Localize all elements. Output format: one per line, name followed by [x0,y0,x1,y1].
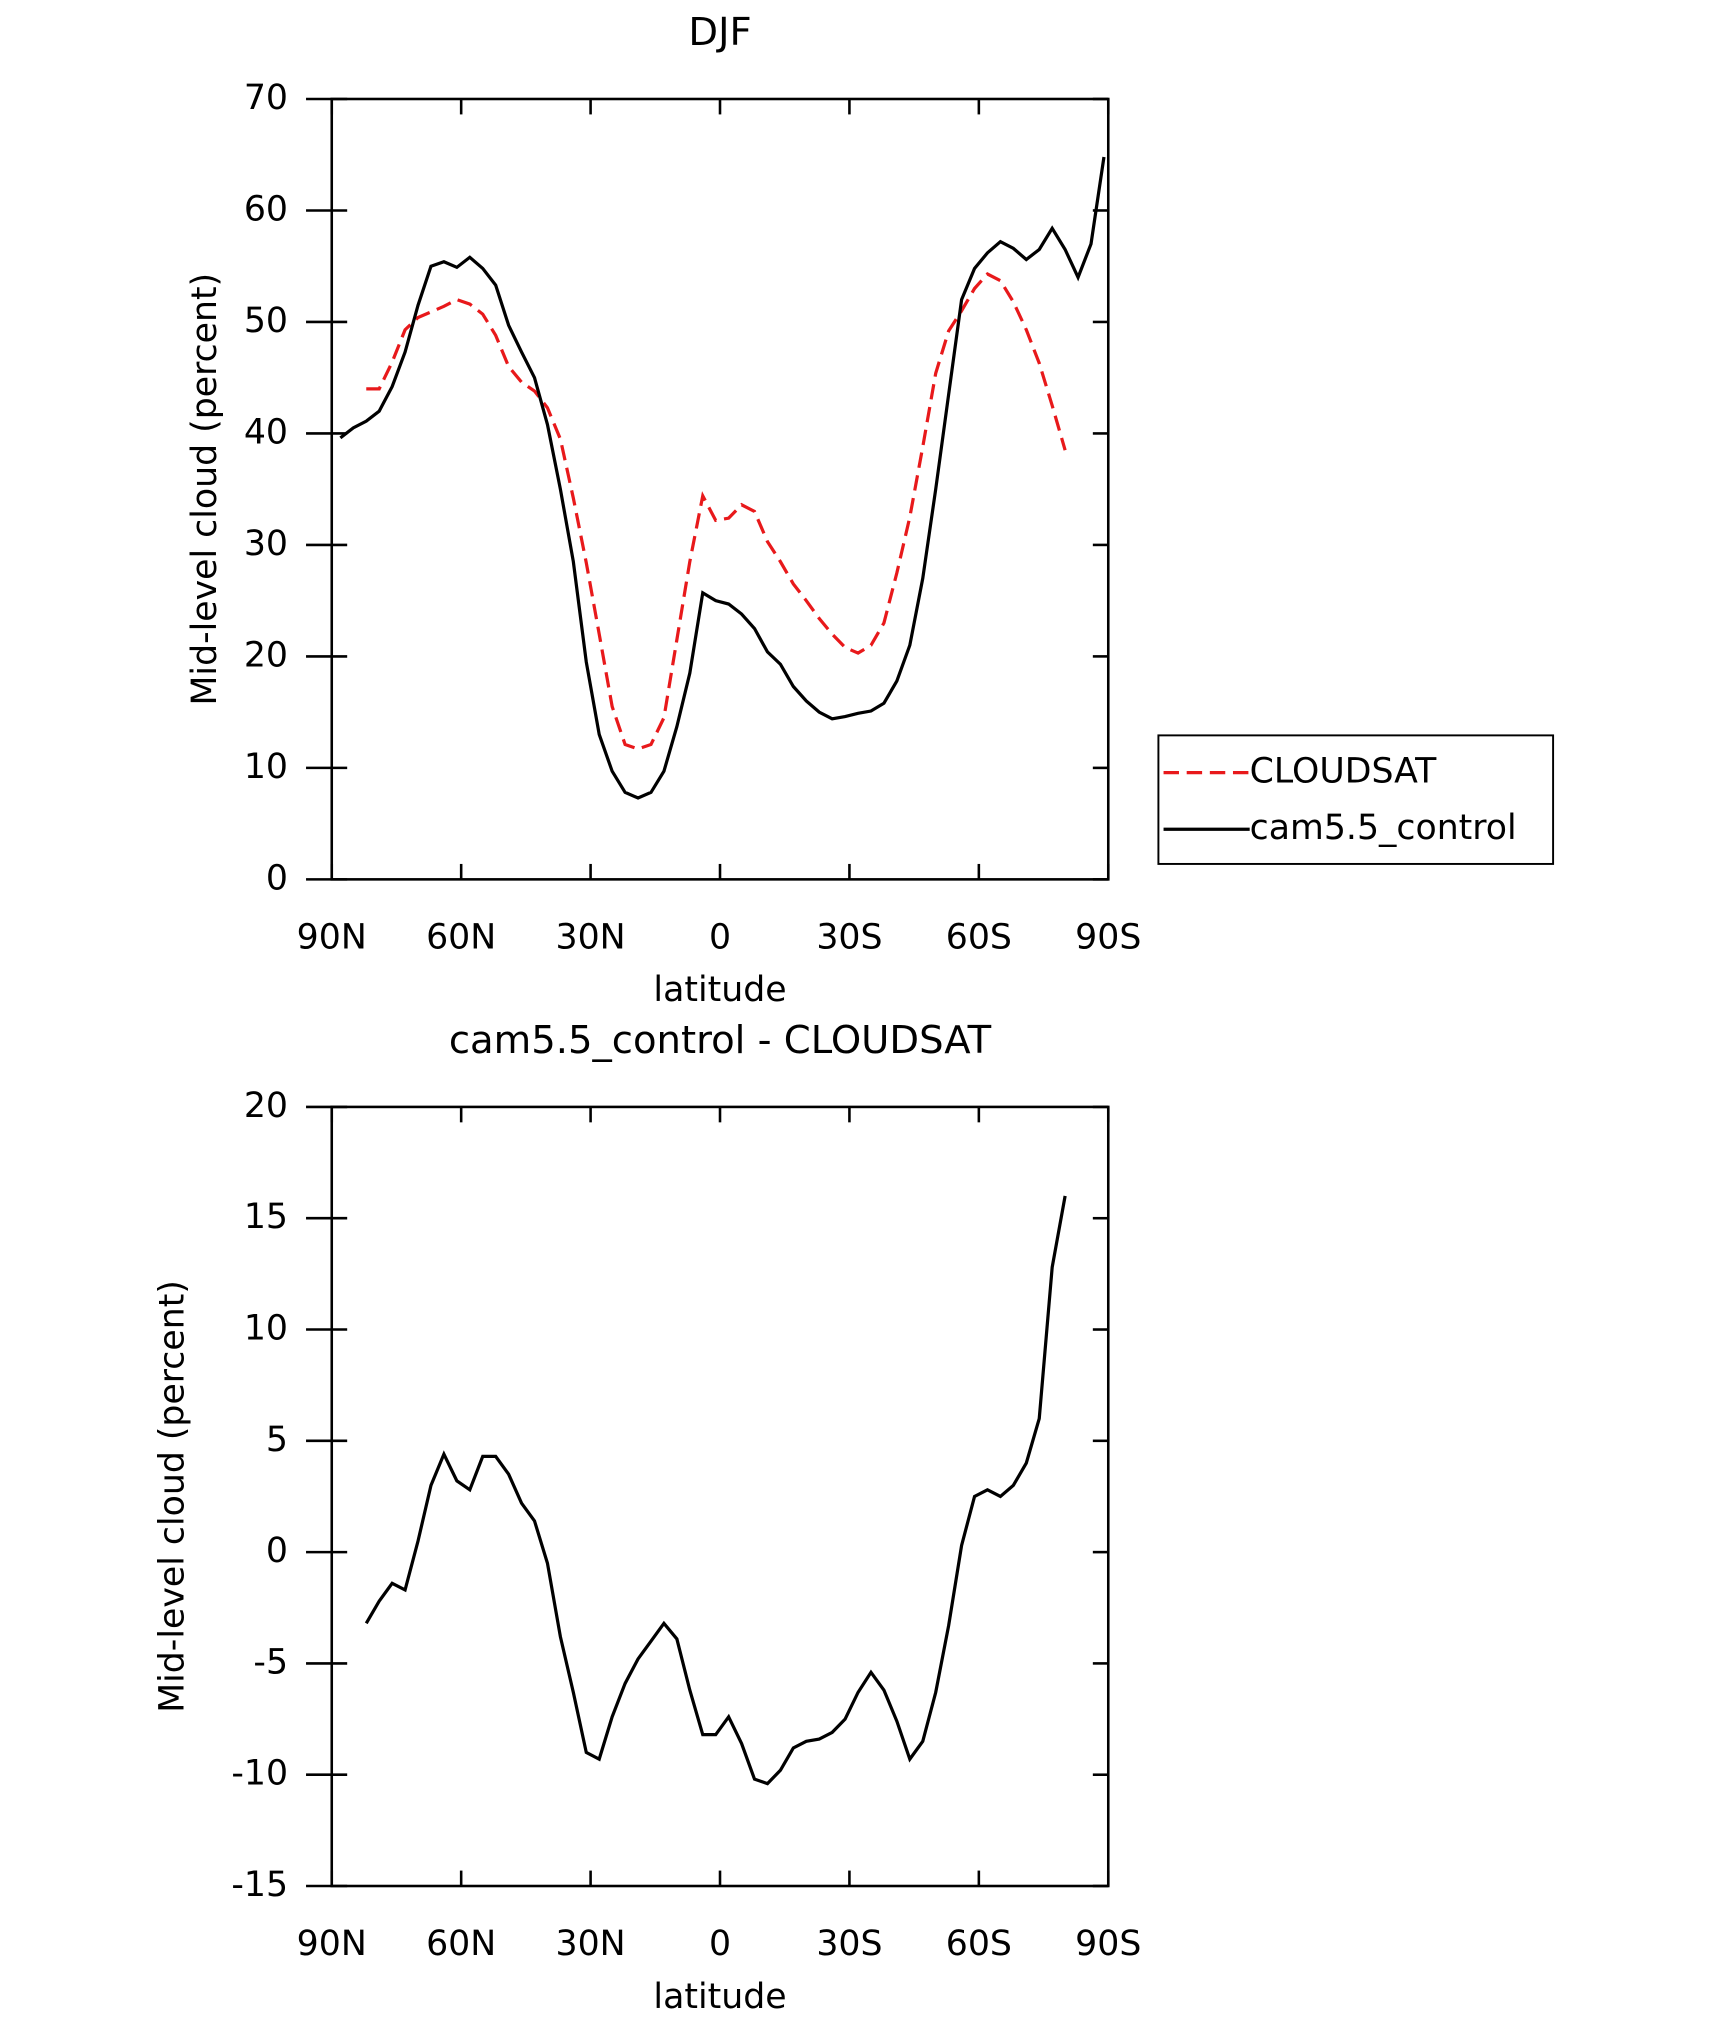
x-tick-label: 90N [297,918,367,958]
legend-label: cam5.5_control [1250,808,1517,848]
x-tick-label: 30S [816,918,882,958]
plot-frame [330,97,1110,881]
y-tick-label: -5 [253,1642,288,1682]
chart-title: DJF [688,10,751,55]
y-tick-label: -15 [231,1865,288,1905]
x-tick-label: 90N [297,1924,367,1964]
x-tick-label: 60N [426,918,496,958]
y-tick-label: 70 [244,78,288,118]
y-tick-label: 0 [266,1531,288,1571]
x-tick-label: 30N [556,918,626,958]
y-tick-label: 5 [266,1420,288,1460]
x-axis-label: latitude [653,1977,786,2017]
x-tick-label: 90S [1075,918,1141,958]
y-axis-label: Mid-level cloud (percent) [185,273,225,706]
y-tick-label: 30 [244,524,288,564]
series-line [366,272,1067,751]
series-line [364,1195,1067,1786]
x-tick-label: 60S [946,1924,1012,1964]
series-line [339,156,1106,800]
y-tick-label: 40 [244,412,288,452]
legend-label: CLOUDSAT [1250,752,1437,792]
x-tick-label: 60N [426,1924,496,1964]
y-axis-label: Mid-level cloud (percent) [153,1280,193,1713]
y-tick-label: 15 [244,1197,288,1237]
y-tick-label: 10 [244,1309,288,1349]
x-tick-label: 30S [816,1924,882,1964]
x-axis-label: latitude [653,970,786,1010]
legend-box [1157,734,1555,865]
plot-frame [330,1105,1110,1888]
x-tick-label: 90S [1075,1924,1141,1964]
y-tick-label: 20 [244,1086,288,1126]
chart-title: cam5.5_control - CLOUDSAT [449,1018,992,1063]
y-tick-label: -10 [231,1754,288,1794]
y-tick-label: 0 [266,858,288,898]
x-tick-label: 0 [709,918,731,958]
y-tick-label: 50 [244,301,288,341]
x-tick-label: 0 [709,1924,731,1964]
x-tick-label: 60S [946,918,1012,958]
x-tick-label: 30N [556,1924,626,1964]
y-tick-label: 10 [244,747,288,787]
y-tick-label: 60 [244,189,288,229]
y-tick-label: 20 [244,635,288,675]
